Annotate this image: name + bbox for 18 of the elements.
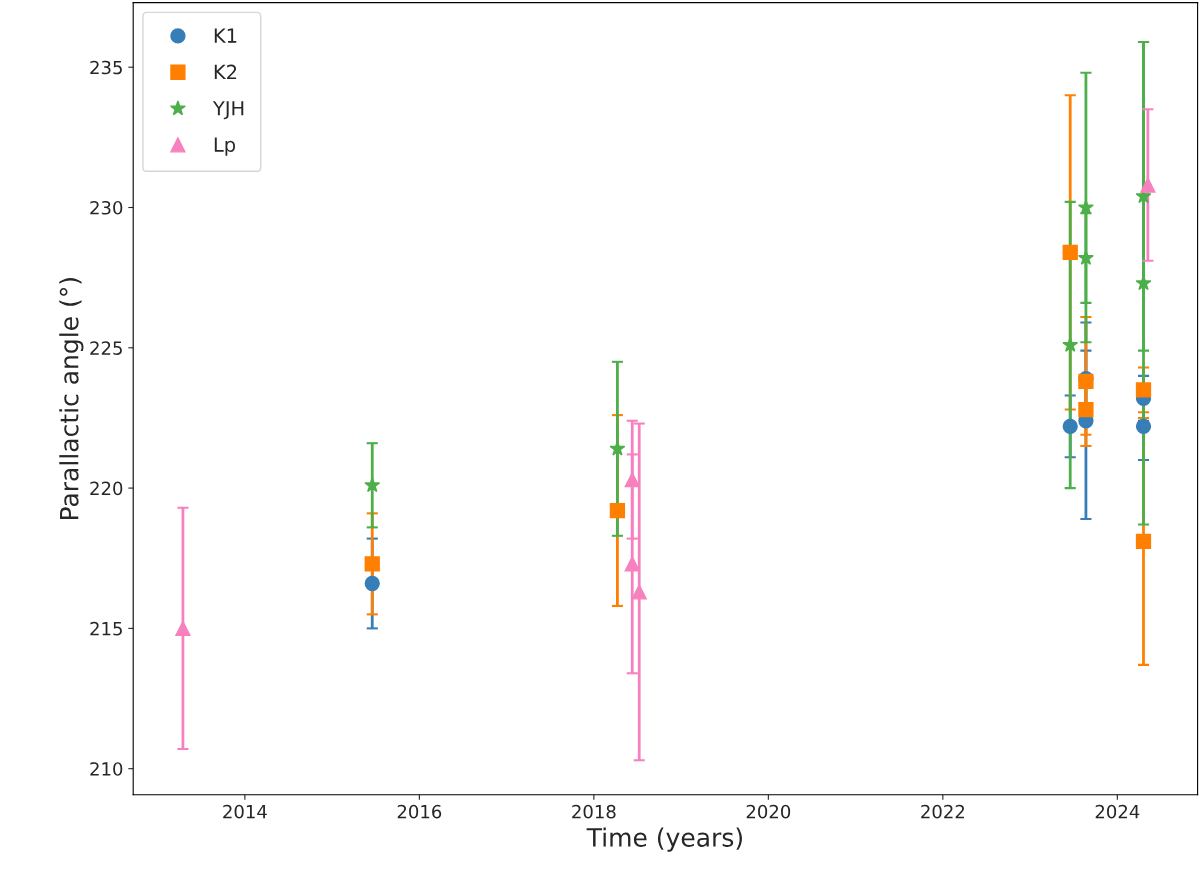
x-tick-label: 2024 bbox=[1095, 804, 1140, 819]
y-tick-label: 220 bbox=[90, 481, 123, 496]
legend-label: K2 bbox=[214, 64, 237, 80]
x-tick-label: 2020 bbox=[746, 804, 791, 819]
x-tick-label: 2016 bbox=[397, 804, 442, 819]
x-axis-title: Time (years) bbox=[586, 827, 742, 852]
y-tick-label: 215 bbox=[90, 621, 122, 636]
y-axis-title: Parallactic angle (°) bbox=[59, 278, 84, 520]
y-tick-label: 235 bbox=[90, 60, 122, 75]
x-tick-label: 2014 bbox=[223, 804, 267, 819]
y-tick-label: 210 bbox=[90, 762, 123, 776]
legend-label: Lp bbox=[214, 137, 236, 156]
legend-label: K1 bbox=[214, 28, 237, 43]
legend-label: YJH bbox=[212, 101, 244, 120]
y-tick-label: 225 bbox=[90, 341, 122, 355]
x-tick-label: 2018 bbox=[572, 804, 616, 819]
x-tick-label: 2022 bbox=[921, 804, 965, 819]
y-tick-label: 230 bbox=[90, 200, 123, 215]
